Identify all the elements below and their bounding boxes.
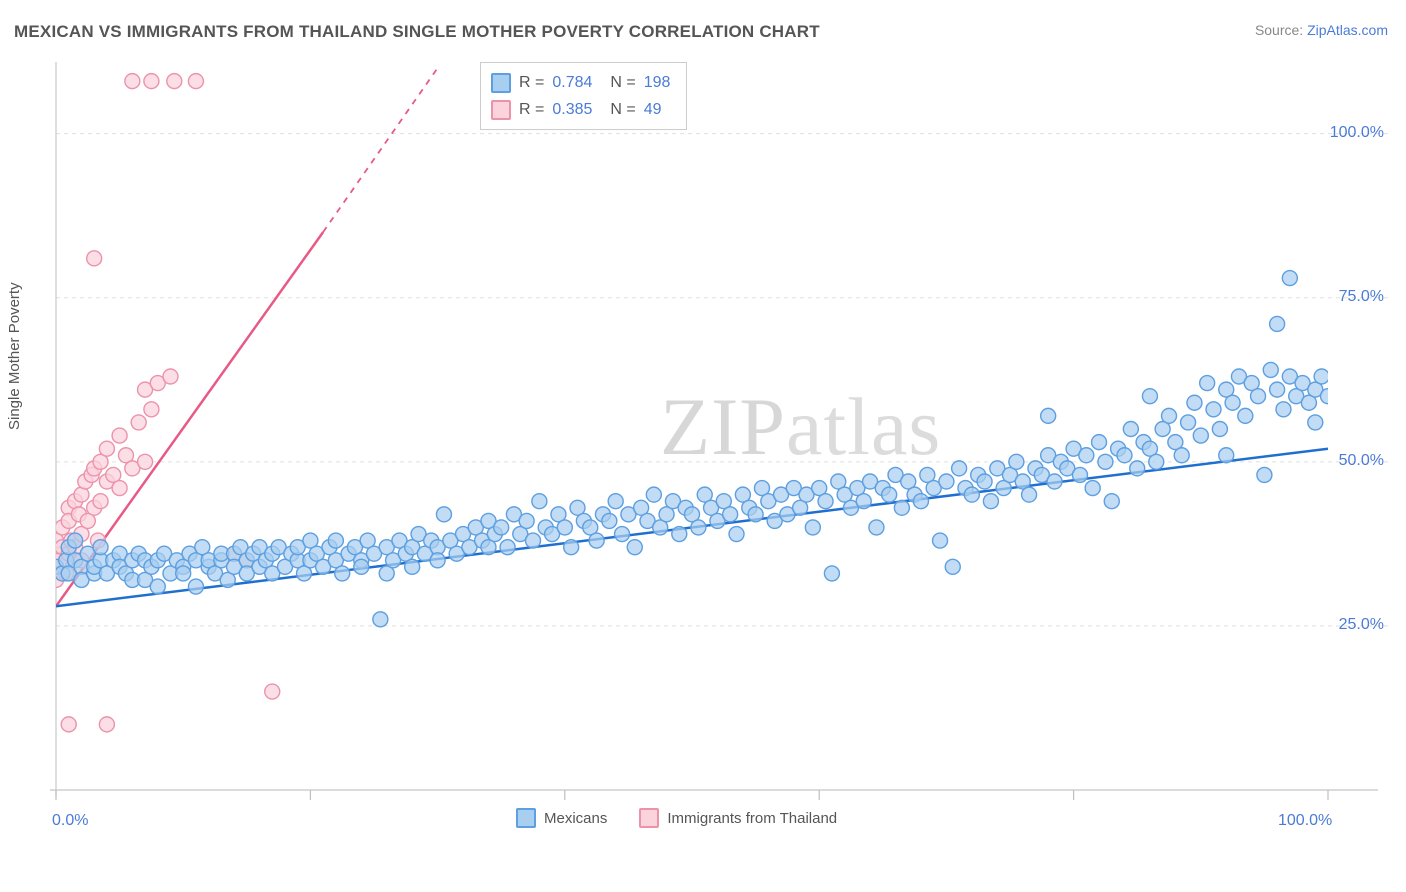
category-legend-label: Immigrants from Thailand bbox=[667, 810, 837, 827]
source-prefix: Source: bbox=[1255, 22, 1307, 38]
chart-title: MEXICAN VS IMMIGRANTS FROM THAILAND SING… bbox=[14, 22, 820, 42]
legend-n-value: 49 bbox=[644, 96, 676, 123]
scatter-chart bbox=[48, 48, 1388, 848]
y-tick-label: 75.0% bbox=[1339, 288, 1384, 306]
legend-n-label: N = bbox=[610, 69, 635, 96]
legend-r-label: R = bbox=[519, 96, 544, 123]
x-tick-label: 100.0% bbox=[1278, 812, 1332, 830]
y-axis-label: Single Mother Poverty bbox=[6, 282, 23, 430]
stats-legend-row: R = 0.385 N = 49 bbox=[491, 96, 676, 123]
legend-r-value: 0.385 bbox=[552, 96, 602, 123]
stats-legend-row: R = 0.784 N = 198 bbox=[491, 69, 676, 96]
legend-swatch-icon bbox=[491, 100, 511, 120]
y-tick-label: 100.0% bbox=[1330, 124, 1384, 142]
category-legend: Mexicans Immigrants from Thailand bbox=[516, 808, 837, 828]
category-legend-label: Mexicans bbox=[544, 810, 607, 827]
y-tick-label: 50.0% bbox=[1339, 452, 1384, 470]
source-attribution: Source: ZipAtlas.com bbox=[1255, 22, 1388, 38]
legend-n-value: 198 bbox=[644, 69, 676, 96]
legend-swatch-icon bbox=[639, 808, 659, 828]
y-tick-label: 25.0% bbox=[1339, 616, 1384, 634]
category-legend-item: Immigrants from Thailand bbox=[639, 808, 837, 828]
stats-legend: R = 0.784 N = 198 R = 0.385 N = 49 bbox=[480, 62, 687, 130]
legend-r-value: 0.784 bbox=[552, 69, 602, 96]
legend-n-label: N = bbox=[610, 96, 635, 123]
source-link[interactable]: ZipAtlas.com bbox=[1307, 22, 1388, 38]
x-tick-label: 0.0% bbox=[52, 812, 88, 830]
legend-swatch-icon bbox=[491, 73, 511, 93]
category-legend-item: Mexicans bbox=[516, 808, 607, 828]
legend-swatch-icon bbox=[516, 808, 536, 828]
legend-r-label: R = bbox=[519, 69, 544, 96]
